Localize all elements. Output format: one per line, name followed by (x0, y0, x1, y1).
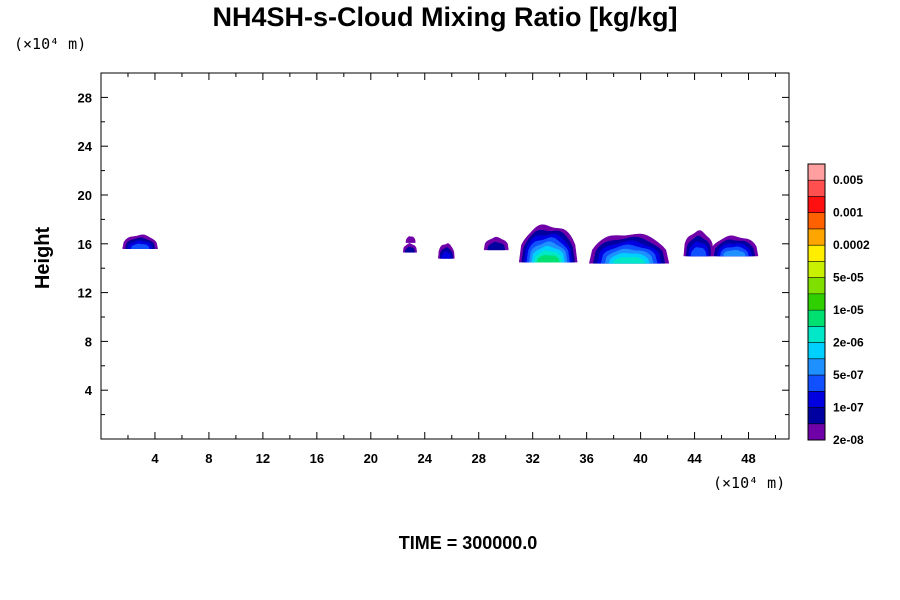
colorbar-label: 0.0002 (833, 238, 870, 252)
colorbar-swatch (808, 326, 825, 343)
y-tick-label: 12 (78, 286, 92, 301)
colorbar-label: 5e-05 (833, 271, 864, 285)
cloud-blob (438, 243, 455, 259)
x-tick-label: 16 (310, 451, 324, 466)
colorbar-label: 1e-07 (833, 401, 864, 415)
y-tick-label: 16 (78, 237, 92, 252)
x-tick-label: 40 (633, 451, 647, 466)
y-axis-title: Height (32, 227, 54, 290)
colorbar-swatch (808, 245, 825, 262)
cloud-blob (683, 230, 714, 257)
plot-frame (100, 72, 790, 440)
x-tick-label: 24 (418, 451, 433, 466)
time-label: TIME = 300000.0 (399, 533, 538, 553)
colorbar-swatch (808, 391, 825, 408)
contour-band (723, 249, 746, 257)
y-tick-label: 24 (78, 139, 93, 154)
cloud-blob (483, 236, 509, 251)
colorbar-label: 1e-05 (833, 303, 864, 317)
colorbar-swatch (808, 261, 825, 278)
y-tick-label: 20 (78, 188, 92, 203)
cloud-blob (402, 243, 417, 253)
x-tick-label: 32 (525, 451, 539, 466)
colorbar-label: 5e-07 (833, 368, 864, 382)
colorbar-label: 0.001 (833, 206, 863, 220)
colorbar-swatch (808, 310, 825, 327)
colorbar-swatch (808, 342, 825, 360)
colorbar-swatch (808, 407, 825, 425)
colorbar-swatch (808, 180, 825, 197)
contour-band (487, 241, 506, 251)
colorbar-swatch (808, 423, 825, 441)
y-tick-label: 4 (85, 383, 93, 398)
x-tick-label: 12 (256, 451, 270, 466)
colorbar-swatch (808, 358, 825, 376)
colorbar-label: 2e-08 (833, 433, 864, 447)
contour-band (404, 246, 415, 253)
contour-band (690, 247, 707, 257)
cloud-blob (518, 224, 578, 263)
x-tick-label: 36 (579, 451, 593, 466)
y-tick-label: 8 (85, 334, 92, 349)
colorbar-label: 0.005 (833, 173, 863, 187)
y-tick-label: 28 (78, 90, 92, 105)
contour-band (441, 251, 452, 259)
contour-band (612, 256, 646, 264)
x-tick-label: 4 (151, 451, 159, 466)
contour-band (405, 236, 416, 243)
cloud-blob (588, 233, 670, 264)
x-tick-label: 8 (205, 451, 212, 466)
x-tick-label: 20 (364, 451, 378, 466)
chart-title: NH4SH-s-Cloud Mixing Ratio [kg/kg] (213, 2, 678, 32)
colorbar-swatch (808, 196, 825, 214)
colorbar-swatch (808, 277, 825, 295)
x-tick-label: 48 (741, 451, 755, 466)
colorbar-label: 2e-06 (833, 336, 864, 350)
colorbar-frame (807, 163, 826, 441)
colorbar-swatch (808, 228, 825, 246)
colorbar-swatch (808, 212, 825, 230)
colorbar-swatch (808, 293, 825, 311)
colorbar: 0.005 0.001 0.0002 5e-05 1e-05 2e-06 5e-07 1e-0… (807, 163, 870, 447)
x-tick-label: 44 (687, 451, 702, 466)
colorbar-swatch (808, 375, 825, 392)
x-unit-label: (×10⁴ m) (713, 474, 785, 492)
cloud-blob (122, 234, 159, 249)
colorbar-swatch (808, 164, 825, 181)
cloud-contours (122, 224, 759, 264)
cloud-blob (405, 236, 416, 243)
contour-band (536, 255, 560, 263)
x-tick-label: 28 (471, 451, 485, 466)
contour-band (130, 243, 150, 249)
y-unit-label: (×10⁴ m) (14, 35, 86, 53)
cloud-blob (710, 235, 759, 257)
